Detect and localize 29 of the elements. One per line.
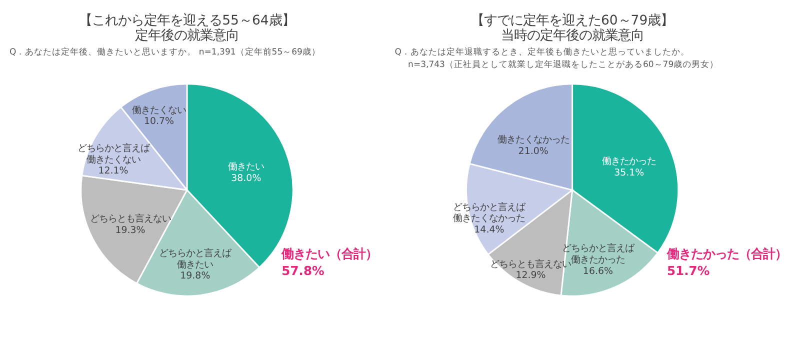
text: 51.7% [666, 264, 710, 278]
chart-subtitle: 定年後の就業意向 [134, 28, 239, 44]
slice-label: 働きたくなかった [497, 134, 570, 146]
slice-label: どちらかと言えば働きたい [159, 248, 232, 270]
data-label: 10.7% [144, 116, 174, 128]
slice-label: 働きたくない [132, 104, 186, 116]
data-label: 12.9% [516, 270, 546, 282]
text: n=3,743（正社員として就業し定年退職をしたことがある60～79歳の男女） [408, 58, 719, 70]
data-label: 12.1% [98, 166, 128, 177]
chart-title: 【すでに定年を迎えた60～79歳】 [470, 12, 674, 28]
data-label: 35.1% [614, 168, 644, 178]
data-label: 16.6% [582, 266, 613, 277]
data-label: 38.0% [231, 172, 262, 184]
text: Q．あなたは定年後、働きたいと思いますか。 n=1,391（定年前55～69歳） [9, 46, 320, 58]
data-label: 19.8% [180, 270, 210, 282]
slice-label: どちらとも言えない [90, 214, 171, 225]
data-label: 21.0% [518, 146, 548, 157]
text: 働きたい（合計） [280, 247, 378, 262]
text: Q．あなたは定年退職するとき、定年後も働きたいと思っていましたか。 [394, 46, 690, 58]
text: 働きたかった（合計） [666, 247, 787, 262]
chart-title: 【これから定年を迎える55～64歳】 [79, 12, 295, 28]
text: 57.8% [282, 264, 324, 278]
slice-label: 働きたい [228, 161, 264, 172]
slice-label: どちらかと言えば働きたくなかった [453, 202, 526, 224]
slice-label: 働きたかった [602, 156, 656, 168]
data-label: 14.4% [474, 224, 504, 236]
data-label: 19.3% [115, 225, 146, 236]
slice-label: どちらかと言えば働きたくない [77, 142, 150, 166]
chart-subtitle: 当時の定年後の就業意向 [500, 28, 644, 44]
